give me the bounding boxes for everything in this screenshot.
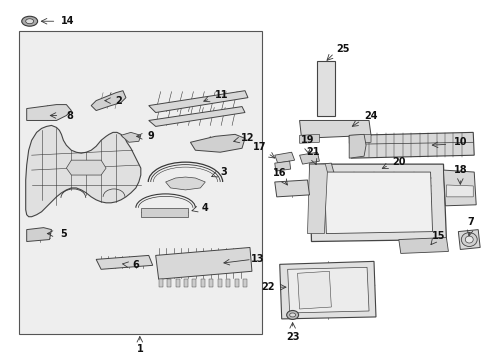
Polygon shape <box>25 125 141 217</box>
Text: 1: 1 <box>136 344 143 354</box>
Polygon shape <box>446 185 473 197</box>
Polygon shape <box>226 279 230 287</box>
Polygon shape <box>458 230 480 249</box>
Polygon shape <box>297 271 331 309</box>
Text: 10: 10 <box>454 137 467 147</box>
Polygon shape <box>141 208 189 217</box>
Ellipse shape <box>287 310 298 319</box>
Text: 14: 14 <box>61 16 74 26</box>
Polygon shape <box>318 61 335 116</box>
Text: 3: 3 <box>221 167 227 177</box>
Text: 5: 5 <box>60 229 67 239</box>
Text: 20: 20 <box>392 157 406 167</box>
Polygon shape <box>349 132 474 158</box>
Ellipse shape <box>25 19 34 24</box>
Text: 7: 7 <box>468 217 475 227</box>
Polygon shape <box>184 279 188 287</box>
Polygon shape <box>209 279 213 287</box>
Polygon shape <box>324 172 433 234</box>
Polygon shape <box>66 160 106 175</box>
Polygon shape <box>149 91 248 113</box>
Text: 12: 12 <box>241 133 255 143</box>
Polygon shape <box>443 170 476 206</box>
Text: 19: 19 <box>301 135 314 145</box>
Polygon shape <box>299 152 319 164</box>
Text: 25: 25 <box>337 44 350 54</box>
Polygon shape <box>121 132 141 142</box>
Polygon shape <box>275 152 294 163</box>
Polygon shape <box>96 255 153 269</box>
Ellipse shape <box>22 16 38 26</box>
Polygon shape <box>149 107 245 126</box>
Text: 6: 6 <box>132 260 139 270</box>
Text: 4: 4 <box>202 203 209 213</box>
Text: 13: 13 <box>251 255 265 264</box>
Polygon shape <box>167 279 171 287</box>
Polygon shape <box>243 279 247 287</box>
Polygon shape <box>191 134 245 152</box>
Text: 24: 24 <box>364 112 378 121</box>
Ellipse shape <box>466 236 473 243</box>
Polygon shape <box>310 164 446 242</box>
Polygon shape <box>275 161 291 171</box>
Polygon shape <box>156 247 252 279</box>
Text: 2: 2 <box>116 96 122 105</box>
Polygon shape <box>280 261 376 319</box>
Polygon shape <box>159 279 163 287</box>
Bar <box>19 31 262 334</box>
Text: 8: 8 <box>66 111 73 121</box>
Polygon shape <box>288 267 369 313</box>
Text: 18: 18 <box>454 165 467 175</box>
Polygon shape <box>91 91 126 111</box>
Polygon shape <box>310 163 334 176</box>
Ellipse shape <box>461 233 477 247</box>
Polygon shape <box>399 238 448 253</box>
Polygon shape <box>275 180 310 197</box>
Text: 22: 22 <box>261 282 274 292</box>
Text: 23: 23 <box>286 332 299 342</box>
Ellipse shape <box>290 313 295 317</box>
Polygon shape <box>175 279 179 287</box>
Polygon shape <box>349 134 371 143</box>
Text: 9: 9 <box>147 131 154 141</box>
Polygon shape <box>26 228 51 242</box>
Text: 11: 11 <box>216 90 229 100</box>
Polygon shape <box>299 121 371 138</box>
Text: 16: 16 <box>273 168 287 178</box>
Text: 17: 17 <box>253 142 267 152</box>
Text: 15: 15 <box>432 230 445 240</box>
Polygon shape <box>349 134 366 158</box>
Polygon shape <box>218 279 221 287</box>
Polygon shape <box>201 279 205 287</box>
Polygon shape <box>193 279 196 287</box>
Polygon shape <box>166 177 205 190</box>
Polygon shape <box>26 105 72 121</box>
Polygon shape <box>235 279 239 287</box>
Polygon shape <box>308 164 327 234</box>
Text: 21: 21 <box>307 147 320 157</box>
Polygon shape <box>299 134 319 143</box>
